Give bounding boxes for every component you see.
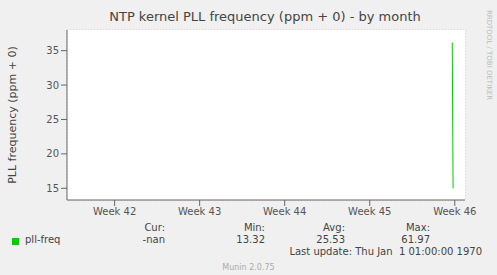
html-text:13.32: 13.32	[236, 234, 265, 245]
svg-text:Week 43: Week 43	[178, 206, 221, 217]
html-text:Last update: Thu Jan 1 01:00:0: Last update: Thu Jan 1 01:00:00 1970	[289, 246, 482, 257]
html-text:Max:: Max:	[406, 222, 430, 233]
html-text:PLL frequency (ppm + 0): PLL frequency (ppm + 0)	[5, 46, 19, 184]
svg-text:25: 25	[46, 114, 59, 125]
html-text:NTP kernel PLL frequency (ppm: NTP kernel PLL frequency (ppm + 0) - by …	[109, 9, 421, 24]
html-text:RRDTOOL / TOBI OETIKER: RRDTOOL / TOBI OETIKER	[485, 9, 493, 101]
html-text:pll-freq: pll-freq	[25, 234, 61, 245]
html-text:25.53: 25.53	[316, 234, 345, 245]
svg-text:30: 30	[46, 80, 59, 91]
html-text:61.97: 61.97	[401, 234, 430, 245]
html-text:-nan: -nan	[142, 234, 165, 245]
svg-text:20: 20	[46, 148, 59, 159]
html-text:Min:: Min:	[243, 222, 265, 233]
svg-text:Week 45: Week 45	[348, 206, 391, 217]
html-text:Munin 2.0.75: Munin 2.0.75	[222, 263, 275, 272]
html-text:Cur:: Cur:	[144, 222, 165, 233]
svg-text:Week 46: Week 46	[433, 206, 476, 217]
svg-text:Week 42: Week 42	[93, 206, 136, 217]
svg-text:35: 35	[46, 45, 59, 56]
html-text:Avg:: Avg:	[323, 222, 345, 233]
svg-text:15: 15	[46, 183, 59, 194]
svg-text:Week 44: Week 44	[263, 206, 306, 217]
